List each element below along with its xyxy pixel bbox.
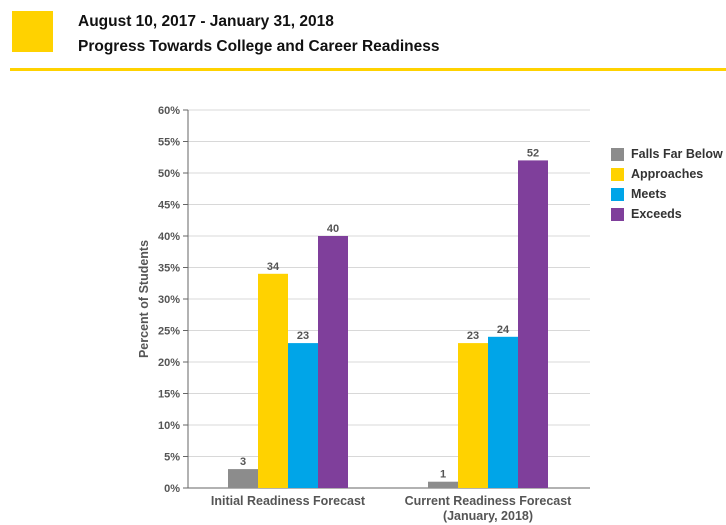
y-tick-label: 55% (158, 137, 180, 149)
data-label: 40 (327, 223, 339, 235)
y-tick-label: 10% (158, 420, 180, 432)
y-axis-label: Percent of Students (137, 240, 151, 358)
page-title: Progress Towards College and Career Read… (78, 38, 440, 55)
y-tick-label: 20% (158, 357, 180, 369)
brand-square (12, 11, 53, 52)
y-tick-label: 0% (164, 483, 180, 495)
y-tick-label: 45% (158, 200, 180, 212)
y-tick-label: 30% (158, 294, 180, 306)
bar-3-1 (518, 160, 548, 488)
data-label: 23 (297, 330, 309, 342)
bar-0-0 (228, 469, 258, 488)
data-label: 23 (467, 330, 479, 342)
y-tick-label: 15% (158, 389, 180, 401)
legend-swatch (611, 167, 624, 181)
legend-item: Exceeds (611, 204, 723, 224)
data-label: 24 (497, 324, 510, 336)
x-tick-label: Current Readiness Forecast (405, 494, 573, 508)
date-range: August 10, 2017 - January 31, 2018 (78, 13, 334, 30)
y-tick-label: 5% (164, 452, 180, 464)
data-label: 34 (267, 261, 280, 273)
legend-item: Falls Far Below (611, 144, 723, 164)
x-tick-label: (January, 2018) (443, 509, 533, 523)
bar-2-1 (488, 336, 518, 488)
y-tick-label: 60% (158, 105, 180, 117)
x-tick-label: Initial Readiness Forecast (211, 494, 366, 508)
y-tick-label: 50% (158, 168, 180, 180)
data-label: 1 (440, 469, 446, 481)
legend-swatch (611, 207, 624, 221)
data-label: 3 (240, 456, 246, 468)
y-tick-label: 40% (158, 231, 180, 243)
bar-3-0 (318, 236, 348, 488)
header-divider (10, 68, 726, 71)
y-tick-label: 35% (158, 263, 180, 275)
legend-item: Approaches (611, 164, 723, 184)
bar-1-1 (458, 343, 488, 488)
chart-legend: Falls Far Below Approaches Meets Exceeds (611, 144, 723, 224)
legend-item: Meets (611, 184, 723, 204)
data-label: 52 (527, 147, 539, 159)
y-tick-label: 25% (158, 326, 180, 338)
legend-label: Falls Far Below (631, 147, 723, 161)
legend-label: Meets (631, 187, 667, 201)
bar-0-1 (428, 481, 458, 488)
legend-label: Exceeds (631, 207, 682, 221)
bar-2-0 (288, 343, 318, 488)
legend-swatch (611, 147, 624, 161)
bar-1-0 (258, 273, 288, 488)
legend-swatch (611, 187, 624, 201)
legend-label: Approaches (631, 167, 704, 181)
